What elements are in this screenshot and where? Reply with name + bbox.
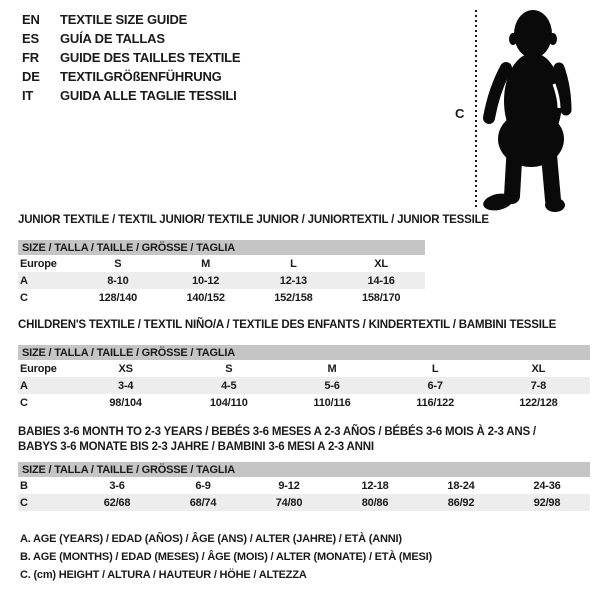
baby-silhouette-icon bbox=[483, 10, 572, 212]
cell: 140/152 bbox=[186, 291, 225, 304]
cell: 12-13 bbox=[249, 272, 338, 289]
cell: 18-24 bbox=[447, 479, 475, 492]
size-bar: SIZE / TALLA / TAILLE / GRÖSSE / TAGLIA bbox=[18, 240, 425, 255]
column-header: L bbox=[431, 362, 439, 375]
babies-size-table: SIZE / TALLA / TAILLE / GRÖSSE / TAGLIA … bbox=[18, 462, 590, 511]
babies-title-line2: BABYS 3-6 MONATE BIS 2-3 JAHRE / BAMBINI… bbox=[18, 441, 374, 453]
height-dotted-line bbox=[475, 10, 477, 208]
cell: 7-8 bbox=[486, 377, 590, 394]
column-header: XL bbox=[374, 257, 388, 270]
column-header: L bbox=[290, 257, 297, 270]
cell: 4-5 bbox=[177, 377, 281, 394]
size-bar-label: SIZE / TALLA / TAILLE / GRÖSSE / TAGLIA bbox=[18, 240, 425, 255]
babies-textile-section: BABIES 3-6 MONTH TO 2-3 YEARS / BEBÉS 3-… bbox=[18, 425, 590, 511]
cell: 3-4 bbox=[74, 377, 178, 394]
height-c-label: C bbox=[455, 106, 465, 121]
language-title: TEXTILE SIZE GUIDE bbox=[60, 12, 188, 27]
language-title: TEXTILGRÖßENFÜHRUNG bbox=[60, 69, 222, 84]
table-row-a: A 8-10 10-12 12-13 14-16 bbox=[18, 272, 425, 289]
language-row-de: DE TEXTILGRÖßENFÜHRUNG bbox=[22, 67, 240, 86]
children-textile-section: CHILDREN'S TEXTILE / TEXTIL NIÑO/A / TEX… bbox=[18, 318, 590, 411]
cell: 10-12 bbox=[161, 272, 250, 289]
language-code: FR bbox=[22, 50, 39, 65]
language-row-fr: FR GUIDE DES TAILLES TEXTILE bbox=[22, 48, 241, 67]
cell: 92/98 bbox=[504, 494, 590, 511]
row-label: A bbox=[18, 377, 74, 394]
language-row-en: EN TEXTILE SIZE GUIDE bbox=[22, 10, 240, 29]
language-code: EN bbox=[22, 12, 40, 27]
column-header: XS bbox=[118, 362, 133, 375]
cell: 104/110 bbox=[209, 396, 248, 409]
cell: 62/68 bbox=[74, 494, 160, 511]
children-size-table: SIZE / TALLA / TAILLE / GRÖSSE / TAGLIA … bbox=[18, 345, 590, 411]
language-list: EN TEXTILE SIZE GUIDE ES GUÍA DE TALLAS … bbox=[22, 10, 241, 105]
cell: 128/140 bbox=[98, 291, 138, 304]
cell: 5-6 bbox=[280, 377, 384, 394]
children-table-title: CHILDREN'S TEXTILE / TEXTIL NIÑO/A / TEX… bbox=[18, 319, 557, 331]
language-title: GUIDA ALLE TAGLIE TESSILI bbox=[60, 88, 237, 103]
cell: 24-36 bbox=[533, 479, 561, 492]
column-header: M bbox=[201, 257, 211, 270]
cell: 14-16 bbox=[337, 272, 425, 289]
cell: 12-18 bbox=[361, 479, 389, 492]
table-row-c: C 62/68 68/74 74/80 80/86 86/92 92/98 bbox=[18, 494, 590, 511]
language-title: GUIDE DES TAILLES TEXTILE bbox=[60, 50, 241, 65]
size-bar-label: SIZE / TALLA / TAILLE / GRÖSSE / TAGLIA bbox=[18, 462, 590, 477]
column-header: S bbox=[114, 257, 122, 270]
table-row-c: C 128/140 140/152 152/158 158/170 bbox=[18, 289, 425, 306]
cell: 8-10 bbox=[74, 272, 162, 289]
language-title: GUÍA DE TALLAS bbox=[60, 31, 165, 46]
table-row-b: B 3-6 6-9 9-12 12-18 18-24 24-36 bbox=[18, 477, 590, 494]
cell: 86/92 bbox=[418, 494, 504, 511]
junior-textile-section: JUNIOR TEXTILE / TEXTIL JUNIOR/ TEXTILE … bbox=[18, 213, 489, 306]
language-row-es: ES GUÍA DE TALLAS bbox=[22, 29, 240, 48]
cell: 6-7 bbox=[383, 377, 487, 394]
column-header: Europe bbox=[20, 257, 57, 270]
junior-size-table: SIZE / TALLA / TAILLE / GRÖSSE / TAGLIA … bbox=[18, 240, 425, 306]
cell: 68/74 bbox=[160, 494, 246, 511]
cell: 80/86 bbox=[332, 494, 418, 511]
cell: 110/116 bbox=[313, 396, 351, 409]
language-code: DE bbox=[22, 69, 40, 84]
size-bar: SIZE / TALLA / TAILLE / GRÖSSE / TAGLIA bbox=[18, 462, 590, 477]
table-header-row: Europe XS S M L XL bbox=[18, 360, 590, 377]
table-header-row: Europe S M L XL bbox=[18, 255, 425, 272]
language-code: IT bbox=[22, 88, 34, 103]
babies-title-line1: BABIES 3-6 MONTH TO 2-3 YEARS / BEBÉS 3-… bbox=[18, 426, 536, 438]
row-label: B bbox=[20, 479, 28, 492]
column-header: Europe bbox=[20, 362, 57, 375]
cell: 116/122 bbox=[416, 396, 455, 409]
legend-line-a: A. AGE (YEARS) / EDAD (AÑOS) / ÂGE (ANS)… bbox=[20, 533, 402, 545]
junior-table-title: JUNIOR TEXTILE / TEXTIL JUNIOR/ TEXTILE … bbox=[18, 214, 489, 226]
language-code: ES bbox=[22, 31, 39, 46]
cell: 98/104 bbox=[109, 396, 142, 409]
table-row-c: C 98/104 104/110 110/116 116/122 122/128 bbox=[18, 394, 590, 411]
legend: A. AGE (YEARS) / EDAD (AÑOS) / ÂGE (ANS)… bbox=[20, 530, 432, 584]
legend-line-c: C. (cm) HEIGHT / ALTURA / HAUTEUR / HÖHE… bbox=[20, 569, 307, 581]
row-label: A bbox=[18, 272, 74, 289]
row-label: C bbox=[20, 291, 28, 304]
row-label: C bbox=[20, 396, 28, 409]
row-label: C bbox=[18, 494, 74, 511]
table-row-a: A 3-4 4-5 5-6 6-7 7-8 bbox=[18, 377, 590, 394]
cell: 9-12 bbox=[278, 479, 300, 492]
language-row-it: IT GUIDA ALLE TAGLIE TESSILI bbox=[22, 86, 240, 105]
cell: 74/80 bbox=[246, 494, 332, 511]
column-header: XL bbox=[531, 362, 546, 375]
cell: 152/158 bbox=[274, 291, 313, 304]
column-header: M bbox=[327, 362, 337, 375]
column-header: S bbox=[225, 362, 233, 375]
cell: 6-9 bbox=[195, 479, 211, 492]
cell: 3-6 bbox=[109, 479, 125, 492]
cell: 158/170 bbox=[361, 291, 401, 304]
size-bar: SIZE / TALLA / TAILLE / GRÖSSE / TAGLIA bbox=[18, 345, 590, 360]
size-bar-label: SIZE / TALLA / TAILLE / GRÖSSE / TAGLIA bbox=[18, 345, 590, 360]
babies-table-title: BABIES 3-6 MONTH TO 2-3 YEARS / BEBÉS 3-… bbox=[18, 425, 590, 455]
cell: 122/128 bbox=[519, 396, 558, 409]
legend-line-b: B. AGE (MONTHS) / EDAD (MESES) / ÂGE (MO… bbox=[20, 551, 432, 563]
